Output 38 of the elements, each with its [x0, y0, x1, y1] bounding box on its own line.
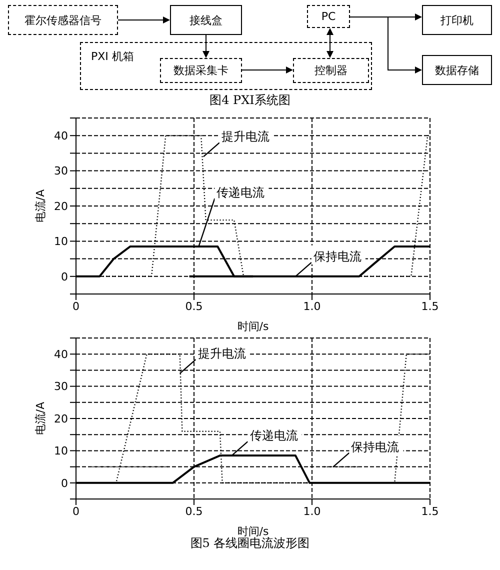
- x-tick-label: 1.5: [421, 504, 439, 518]
- x-axis-title: 时间/s: [237, 320, 269, 333]
- x-axis-title: 时间/s: [237, 525, 269, 538]
- y-axis-title: 电流/A: [34, 401, 47, 436]
- x-tick-label: 1.0: [303, 504, 321, 518]
- x-tick-label: 0: [72, 300, 80, 313]
- annotation: 提升电流: [198, 346, 246, 360]
- y-tick-label: 40: [54, 130, 68, 143]
- x-tick-label: 0.5: [185, 504, 203, 518]
- text: 数据存储: [435, 62, 479, 78]
- y-tick-label: 40: [54, 348, 68, 362]
- annotation: 保持电流: [351, 440, 400, 454]
- x-tick-label: 1.0: [303, 300, 321, 313]
- text: 霍尔传感器信号: [24, 12, 102, 28]
- text: PXI 机箱: [91, 49, 134, 64]
- y-tick-label: 10: [54, 235, 68, 248]
- y-tick-label: 0: [61, 270, 68, 284]
- annotation: 传递电流: [216, 185, 265, 200]
- x-tick-label: 0: [72, 504, 80, 518]
- text: 图5 各线圈电流波形图: [189, 536, 311, 552]
- y-tick-label: 30: [54, 380, 68, 394]
- text: 数据采集卡: [174, 63, 228, 78]
- annotation: 提升电流: [221, 130, 270, 144]
- x-tick-label: 1.5: [421, 300, 439, 313]
- y-tick-label: 20: [54, 200, 68, 213]
- text: PC: [321, 10, 336, 23]
- y-axis-title: 电流/A: [34, 188, 47, 223]
- y-tick-label: 0: [61, 476, 68, 490]
- y-tick-label: 20: [54, 412, 68, 426]
- text: 控制器: [314, 63, 348, 78]
- y-tick-label: 30: [54, 164, 68, 178]
- text: 图4 PXI系统图: [208, 92, 292, 109]
- annotation: 传递电流: [250, 428, 298, 443]
- y-tick-label: 10: [54, 444, 68, 458]
- text: 接线盒: [190, 12, 222, 28]
- annotation: 保持电流: [313, 249, 362, 264]
- text: 打印机: [440, 12, 474, 28]
- x-tick-label: 0.5: [185, 300, 203, 313]
